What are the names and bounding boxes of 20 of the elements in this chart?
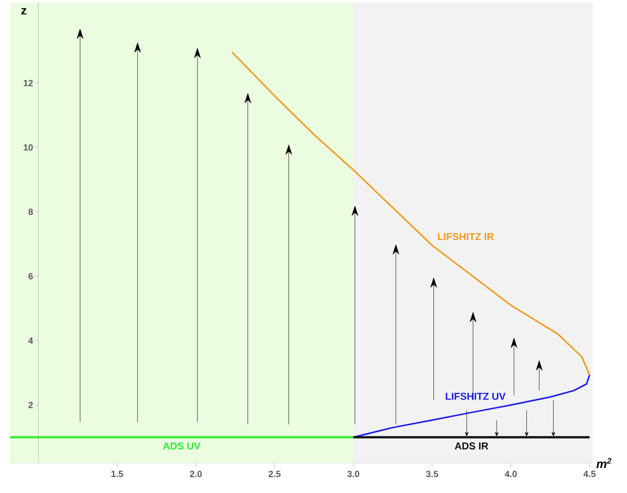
- y-tick-label: 6: [28, 273, 33, 280]
- x-tick-label: 3.5: [426, 470, 438, 478]
- x-tick-label: 2.5: [268, 470, 281, 478]
- x-tick-label: 1.5: [111, 470, 124, 478]
- y-tick-label: 12: [24, 80, 33, 86]
- y-tick-label: 10: [24, 144, 33, 151]
- x-tick-label: 4.0: [504, 470, 517, 478]
- series-label: LIFSHITZ UV: [446, 392, 506, 400]
- x-tick-label: 3.0: [347, 470, 360, 478]
- y-tick-label: 2: [28, 402, 33, 408]
- y-tick-label: 8: [28, 208, 33, 216]
- line-series: [231, 51, 590, 376]
- x-axis-title: m$^{2}$: [596, 458, 612, 468]
- series-label: ADS IR: [454, 442, 488, 450]
- series-label: ADS UV: [163, 442, 200, 450]
- y-axis-title: z: [21, 8, 26, 14]
- x-tick-label: 2.0: [190, 470, 202, 478]
- x-tick-label: 4.5: [583, 470, 596, 478]
- y-tick-label: 4: [28, 338, 34, 344]
- series-label: LIFSHITZ IR: [438, 233, 494, 240]
